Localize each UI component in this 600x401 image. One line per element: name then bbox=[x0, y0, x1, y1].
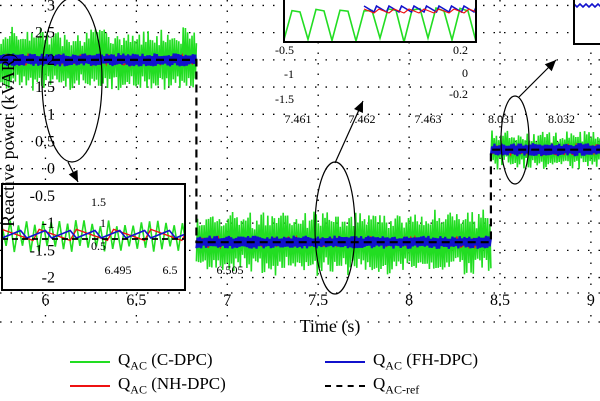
inset-bottom-left: 6.495 6.5 6.505 1.5 1 0.5 bbox=[1, 183, 244, 291]
inset-bottom-left-signals bbox=[2, 220, 185, 253]
zoom-arrow-2-shaft bbox=[334, 100, 364, 164]
zoom-arrow-3-head bbox=[544, 60, 556, 72]
inset-top: 7.461 7.462 7.463 -0.5 -1 -1.5 bbox=[275, 0, 477, 126]
inset-top-right-y-tick: -0.2 bbox=[449, 87, 468, 101]
inset-top-x-tick: 7.463 bbox=[415, 112, 442, 126]
zoom-arrow-2-head bbox=[354, 101, 363, 113]
zoom-arrow-1-head bbox=[68, 170, 78, 182]
inset-bl-nhdpc bbox=[2, 228, 185, 242]
y-tick-label: 2 bbox=[47, 52, 55, 69]
legend-label-fhdpc: QAC (FH-DPC) bbox=[373, 350, 478, 373]
series-fhdpc-seg-0 bbox=[0, 53, 198, 67]
x-tick-label: 6.5 bbox=[126, 292, 146, 309]
y-tick-label: -2 bbox=[42, 270, 55, 287]
legend-swatch-fhdpc bbox=[325, 360, 365, 363]
inset-bottom-left-x-tick: 6.495 bbox=[105, 263, 132, 277]
zoom-ellipse-1 bbox=[41, 0, 103, 163]
inset-top-right-frame bbox=[573, 0, 600, 45]
inset-bottom-left-x-tick: 6.5 bbox=[163, 263, 178, 277]
inset-top-frame bbox=[283, 0, 477, 43]
legend-item-cdpc: QAC (C-DPC) bbox=[70, 350, 213, 373]
zoom-ellipse-3 bbox=[500, 95, 530, 185]
series-layer bbox=[0, 26, 600, 276]
y-axis-label: Reactive power (kVAR) bbox=[0, 53, 19, 227]
legend-item-ref: QAC-ref bbox=[325, 374, 419, 397]
y-tick-label: 3 bbox=[47, 0, 55, 14]
y-tick-label: -1.5 bbox=[30, 242, 55, 259]
legend-swatch-ref bbox=[325, 384, 365, 387]
inset-top-right-x-tick: 8.031 bbox=[488, 112, 515, 126]
y-tick-label: 0.5 bbox=[35, 134, 55, 151]
ticks-layer: 3 2.5 2 1.5 1 0.5 0 -0.5 -1 -1.5 -2 6 6.5 7 7.5 8 8.5 9 bbox=[30, 0, 595, 309]
inset-top-right-signals bbox=[574, 2, 600, 9]
y-tick-label: 2.5 bbox=[35, 25, 55, 42]
inset-top-x-tick: 7.461 bbox=[285, 112, 312, 126]
inset-bottom-left-y-tick: 1 bbox=[100, 216, 106, 230]
x-tick-label: 9 bbox=[587, 292, 595, 309]
y-tick-label: -0.5 bbox=[30, 188, 55, 205]
inset-bottom-left-frame bbox=[1, 183, 186, 291]
x-tick-label: 6 bbox=[41, 292, 49, 309]
x-tick-label: 8 bbox=[405, 292, 413, 309]
inset-bl-cdpc bbox=[2, 220, 185, 253]
x-tick-label: 8.5 bbox=[490, 292, 510, 309]
inset-bottom-left-x-tick: 6.505 bbox=[217, 263, 244, 277]
inset-top-right-y-tick: 0.2 bbox=[453, 43, 468, 57]
insets-layer: 6.495 6.5 6.505 1.5 1 0.5 7.461 7.462 7.463 -0.5 -… bbox=[1, 0, 600, 291]
inset-bl-fhdpc bbox=[2, 229, 185, 239]
inset-bottom-left-y-tick: 1.5 bbox=[91, 195, 106, 209]
legend-item-nhdpc: QAC (NH-DPC) bbox=[70, 374, 226, 397]
inset-top-y-tick: -1 bbox=[284, 67, 294, 81]
inset-top-y-tick: -0.5 bbox=[275, 43, 294, 57]
inset-top-right-x-tick: 8.032 bbox=[548, 112, 575, 126]
annotation-layer bbox=[41, 0, 557, 295]
legend-item-fhdpc: QAC (FH-DPC) bbox=[325, 350, 478, 373]
y-tick-label: 1.5 bbox=[35, 79, 55, 96]
y-tick-label: 0 bbox=[47, 161, 55, 178]
legend-swatch-cdpc bbox=[70, 360, 110, 363]
legend: QAC (C-DPC) QAC (NH-DPC) QAC (FH-DPC) QA… bbox=[60, 350, 580, 398]
inset-bottom-left-y-tick: 0.5 bbox=[91, 239, 106, 253]
legend-label-cdpc: QAC (C-DPC) bbox=[118, 350, 213, 373]
inset-top-x-tick: 7.462 bbox=[349, 112, 376, 126]
inset-top-bg bbox=[284, 0, 476, 42]
legend-label-ref: QAC-ref bbox=[373, 374, 420, 397]
x-tick-label: 7.5 bbox=[308, 292, 328, 309]
inset-top-right-y-tick: 0 bbox=[462, 66, 468, 80]
series-reference bbox=[0, 58, 600, 244]
inset-tr-fhdpc bbox=[574, 2, 600, 9]
y-tick-label: -1 bbox=[42, 215, 55, 232]
legend-label-nhdpc: QAC (NH-DPC) bbox=[118, 374, 226, 397]
x-tick-label: 7 bbox=[223, 292, 231, 309]
inset-top-signals bbox=[284, 4, 476, 42]
legend-swatch-nhdpc bbox=[70, 384, 110, 387]
x-axis-label: Time (s) bbox=[300, 316, 361, 337]
inset-top-nhdpc bbox=[363, 8, 476, 14]
inset-top-y-tick: -1.5 bbox=[275, 92, 294, 106]
y-tick-label: 1 bbox=[47, 106, 55, 123]
